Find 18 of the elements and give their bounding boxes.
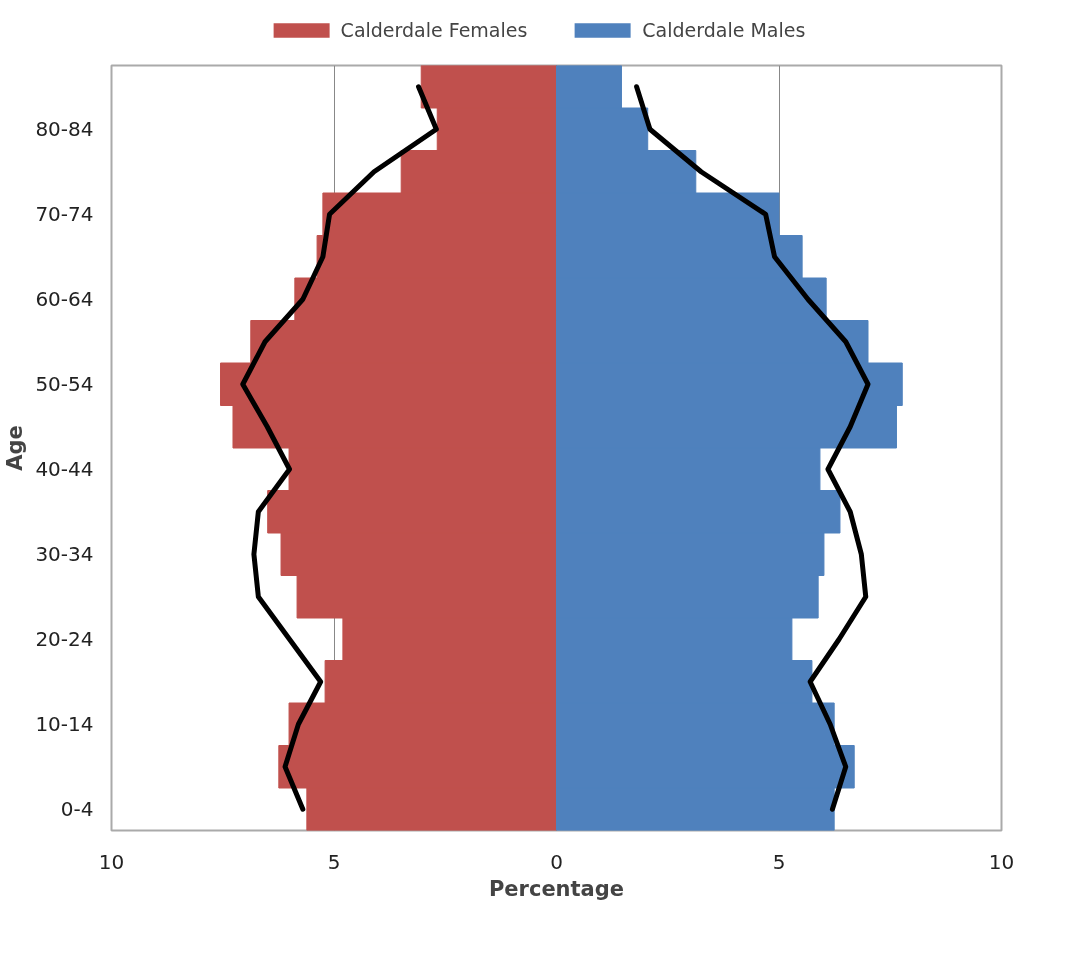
legend-label: Calderdale Males — [642, 19, 806, 41]
y-tick-label: 50-54 — [35, 372, 94, 397]
y-tick-label: 40-44 — [35, 457, 94, 482]
x-tick-label: 5 — [327, 849, 341, 874]
x-axis-title: Percentage — [488, 876, 625, 901]
x-tick-label: 10 — [98, 849, 125, 874]
y-axis-title: Age — [3, 425, 28, 471]
x-tick-label: 0 — [550, 849, 563, 874]
y-tick-label: 10-14 — [35, 712, 94, 737]
y-tick-label: 30-34 — [35, 542, 94, 567]
y-tick-label: 20-24 — [35, 627, 94, 652]
x-tick-label: 10 — [988, 849, 1015, 874]
x-tick-label: 5 — [772, 849, 786, 874]
y-tick-label: 0-4 — [60, 797, 94, 822]
y-tick-label: 60-64 — [35, 287, 94, 312]
y-tick-label: 70-74 — [35, 202, 94, 227]
y-tick-label: 80-84 — [35, 117, 94, 142]
legend-label: Calderdale Females — [340, 19, 528, 41]
